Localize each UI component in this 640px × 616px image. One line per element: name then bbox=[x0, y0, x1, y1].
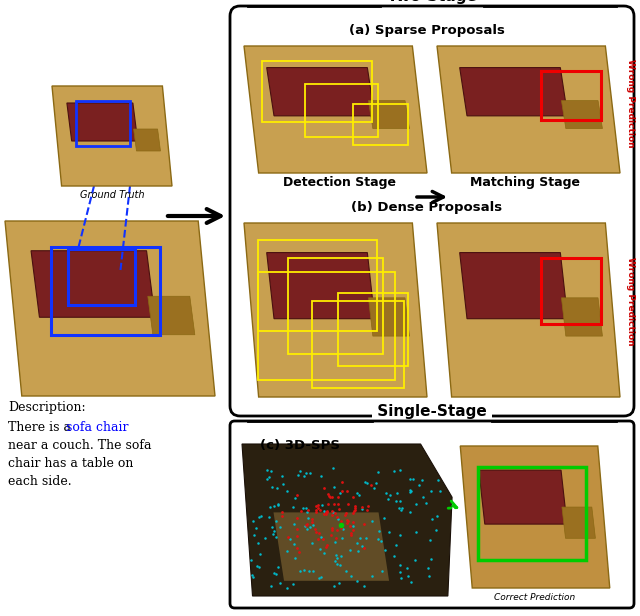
Polygon shape bbox=[460, 253, 568, 318]
Text: near a couch. The sofa: near a couch. The sofa bbox=[8, 439, 152, 452]
Polygon shape bbox=[67, 103, 138, 141]
Polygon shape bbox=[5, 221, 215, 396]
Text: sofa chair: sofa chair bbox=[66, 421, 129, 434]
Bar bbox=[76, 101, 130, 146]
Bar bbox=[288, 258, 383, 354]
Polygon shape bbox=[562, 507, 595, 538]
Polygon shape bbox=[369, 100, 410, 129]
Text: Single-Stage: Single-Stage bbox=[372, 404, 492, 419]
Bar bbox=[312, 301, 404, 388]
Text: (a) Sparse Proposals: (a) Sparse Proposals bbox=[349, 24, 505, 37]
Bar bbox=[541, 71, 601, 120]
Polygon shape bbox=[479, 470, 567, 524]
Polygon shape bbox=[273, 513, 389, 581]
Polygon shape bbox=[460, 68, 568, 116]
Polygon shape bbox=[31, 251, 155, 317]
Bar bbox=[541, 258, 601, 324]
Text: There is a: There is a bbox=[8, 421, 75, 434]
Bar bbox=[68, 249, 135, 305]
Polygon shape bbox=[561, 100, 602, 129]
Polygon shape bbox=[134, 129, 161, 151]
Text: Matching Stage: Matching Stage bbox=[470, 176, 580, 189]
FancyBboxPatch shape bbox=[230, 421, 634, 608]
Bar bbox=[353, 105, 408, 145]
Polygon shape bbox=[437, 46, 620, 173]
Text: Wrong Prediction: Wrong Prediction bbox=[626, 59, 635, 147]
Text: Correct Prediction: Correct Prediction bbox=[494, 593, 575, 602]
Bar bbox=[259, 240, 377, 331]
Text: Wrong Prediction: Wrong Prediction bbox=[626, 257, 635, 346]
Bar bbox=[262, 61, 372, 122]
Polygon shape bbox=[242, 444, 452, 596]
Text: Detection Stage: Detection Stage bbox=[283, 176, 396, 189]
Text: chair has a table on: chair has a table on bbox=[8, 457, 133, 470]
Text: each side.: each side. bbox=[8, 475, 72, 488]
Text: Two-Stage: Two-Stage bbox=[382, 0, 482, 4]
Polygon shape bbox=[148, 296, 195, 334]
FancyBboxPatch shape bbox=[230, 6, 634, 416]
Text: Description:: Description: bbox=[8, 401, 86, 414]
Text: (b) Dense Proposals: (b) Dense Proposals bbox=[351, 201, 502, 214]
Text: (c) 3D-SPS: (c) 3D-SPS bbox=[260, 439, 340, 452]
Polygon shape bbox=[52, 86, 172, 186]
Polygon shape bbox=[460, 446, 610, 588]
Text: Ground Truth: Ground Truth bbox=[80, 190, 144, 200]
Bar bbox=[339, 293, 408, 366]
Polygon shape bbox=[369, 298, 410, 336]
Polygon shape bbox=[437, 223, 620, 397]
Bar bbox=[51, 247, 161, 334]
Bar bbox=[305, 84, 378, 137]
Polygon shape bbox=[244, 46, 427, 173]
Polygon shape bbox=[267, 68, 374, 116]
Bar bbox=[257, 272, 395, 379]
Bar bbox=[478, 468, 586, 559]
Polygon shape bbox=[244, 223, 427, 397]
Polygon shape bbox=[267, 253, 374, 318]
Polygon shape bbox=[561, 298, 602, 336]
